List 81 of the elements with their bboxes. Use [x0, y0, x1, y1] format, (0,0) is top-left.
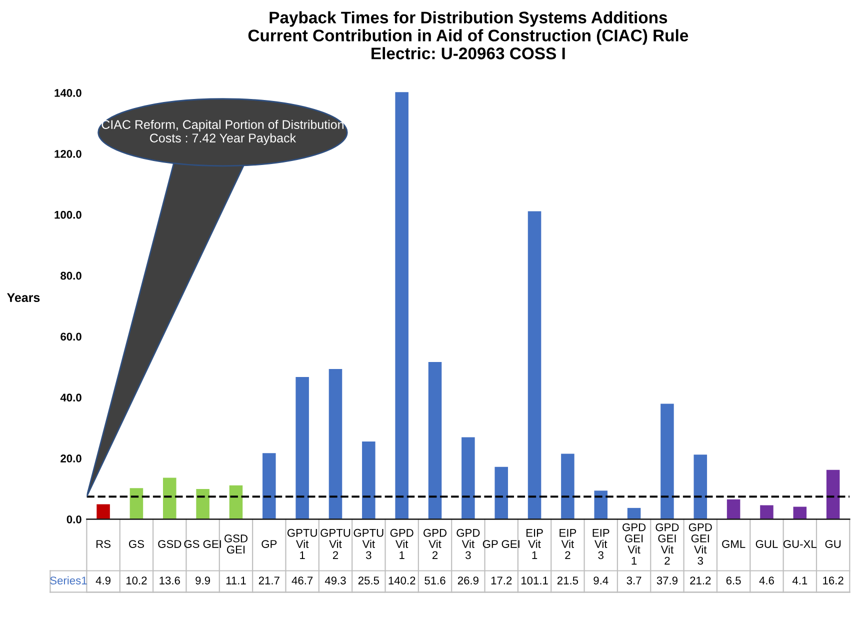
bar [793, 506, 807, 520]
data-label: 140.2 [388, 576, 416, 584]
data-label: 51.6 [424, 576, 446, 584]
y-tick-label: 100.0 [54, 210, 82, 219]
x-tick-label: GPD GEI Vit 3 [688, 523, 712, 565]
x-tick-label: GSD [158, 540, 182, 548]
x-tick-label: EIP Vit 2 [560, 529, 576, 560]
x-tick-label: GS GEI [184, 540, 221, 548]
y-tick-label: 140.0 [54, 89, 82, 97]
bar [130, 488, 144, 520]
data-label: 11.1 [226, 576, 246, 584]
bar [660, 404, 674, 520]
y-axis-title: Years [7, 293, 40, 302]
bar [726, 499, 740, 520]
data-label: 101.1 [521, 576, 548, 584]
data-label: 4.9 [96, 576, 110, 584]
x-tick-label: GPD Vit 2 [424, 528, 447, 560]
x-tick-label: GS [128, 540, 144, 548]
data-label: 9.4 [594, 576, 608, 584]
data-label: 9.9 [196, 576, 210, 584]
bar [229, 485, 243, 520]
x-tick-label: GML [722, 540, 746, 548]
data-label: 21.2 [690, 576, 711, 584]
data-label: 6.5 [726, 576, 741, 584]
bar [196, 489, 210, 520]
x-tick-label: GUL [756, 540, 778, 548]
data-label: 21.7 [258, 576, 280, 584]
bar [528, 211, 542, 520]
y-tick-label: 40.0 [60, 394, 82, 402]
bar [462, 437, 475, 520]
bar [428, 362, 442, 520]
bar [162, 478, 176, 520]
bar [760, 505, 774, 520]
y-tick-label: 60.0 [60, 332, 82, 341]
data-label: 3.7 [626, 576, 642, 584]
bar [694, 454, 708, 520]
bar [296, 376, 309, 520]
bar [594, 490, 608, 520]
data-label: 13.6 [160, 576, 180, 584]
x-tick-label: RS [96, 540, 110, 548]
x-tick-label: GPTU Vit 2 [320, 528, 350, 560]
x-tick-label: GSD GEI [224, 534, 248, 554]
x-tick-label: GPD Vit 3 [456, 528, 480, 560]
data-label: 17.2 [491, 576, 512, 584]
y-tick-label: 0.0 [66, 515, 82, 524]
x-tick-label: GU [825, 540, 841, 548]
x-tick-label: GP GEI [482, 540, 520, 548]
data-label: 21.5 [557, 576, 578, 584]
bar [395, 92, 408, 520]
bar [494, 466, 508, 520]
x-tick-label: GU-XL [783, 540, 817, 548]
bar [627, 508, 641, 520]
bar [561, 454, 574, 520]
bar [826, 470, 840, 520]
x-tick-label: EIP Vit 1 [526, 529, 543, 560]
bar [328, 369, 342, 520]
chart-title: Payback Times for Distribution Systems Additions Current Contribution in Aid of Construction (CIAC) Rule Electric: U-20963 COSS I [248, 11, 688, 60]
y-tick-label: 80.0 [60, 272, 82, 280]
x-tick-label: GP [262, 540, 277, 548]
data-label: 25.5 [358, 576, 380, 584]
x-tick-label: GPTU Vit 3 [354, 528, 384, 560]
data-label: 4.1 [792, 576, 808, 584]
data-label: 49.3 [324, 576, 346, 584]
y-tick-label: 20.0 [60, 454, 82, 462]
x-tick-label: GPD GEI Vit 1 [622, 523, 646, 565]
x-tick-label: GPD Vit 1 [390, 528, 414, 560]
bar [362, 442, 376, 520]
y-tick-label: 120.0 [54, 150, 82, 158]
data-label: 4.6 [759, 576, 774, 584]
x-tick-label: EIP Vit 3 [592, 529, 610, 560]
x-tick-label: GPTU Vit 1 [287, 528, 317, 560]
data-label: 46.7 [292, 576, 313, 584]
data-label: 26.9 [458, 576, 478, 584]
bar [96, 504, 110, 520]
data-label: 16.2 [823, 576, 844, 584]
bar [262, 453, 276, 520]
text: Series1 [50, 576, 87, 584]
x-tick-label: GPD GEI Vit 2 [656, 523, 679, 565]
ref-line-label: CIAC Reform, Capital Portion of Distribution Costs : 7.42 Year Payback [102, 120, 344, 145]
data-label: 37.9 [656, 576, 678, 584]
data-label: 10.2 [126, 576, 147, 584]
